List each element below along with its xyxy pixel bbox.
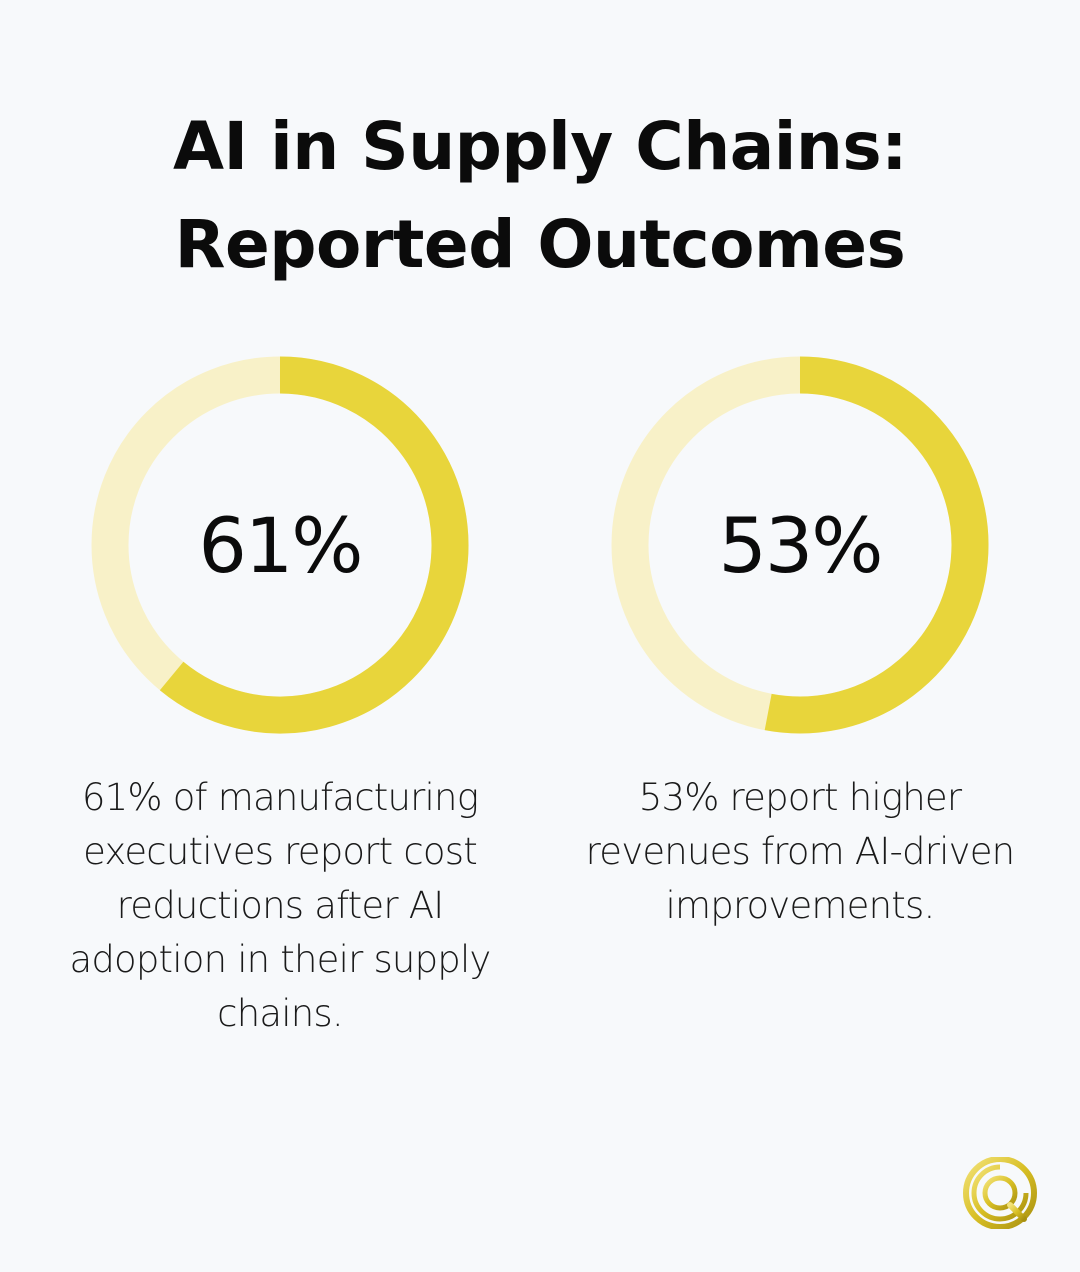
donut-value-arc <box>764 356 989 734</box>
title-line-2: Reported Outcomes <box>174 206 906 283</box>
donut-svg-cost-reductions <box>91 356 469 734</box>
donut-chart-cost-reductions: 61% <box>90 355 470 735</box>
donut-value-label: 61% <box>198 500 364 590</box>
caption-higher-revenues: 53% report higher revenues from AI-drive… <box>585 776 1015 927</box>
gold-q-logo-icon <box>960 1156 1040 1230</box>
donut-svg-higher-revenues <box>611 356 989 734</box>
donut-chart-higher-revenues: 53% <box>610 355 990 735</box>
page-title: AI in Supply Chains: Reported Outcomes <box>0 98 1080 294</box>
title-line-1: AI in Supply Chains: <box>172 108 908 185</box>
donut-value-arc <box>159 356 469 734</box>
caption-cost-reductions: 61% of manufacturing executives report c… <box>69 776 491 1035</box>
donut-value-label: 53% <box>718 500 884 590</box>
